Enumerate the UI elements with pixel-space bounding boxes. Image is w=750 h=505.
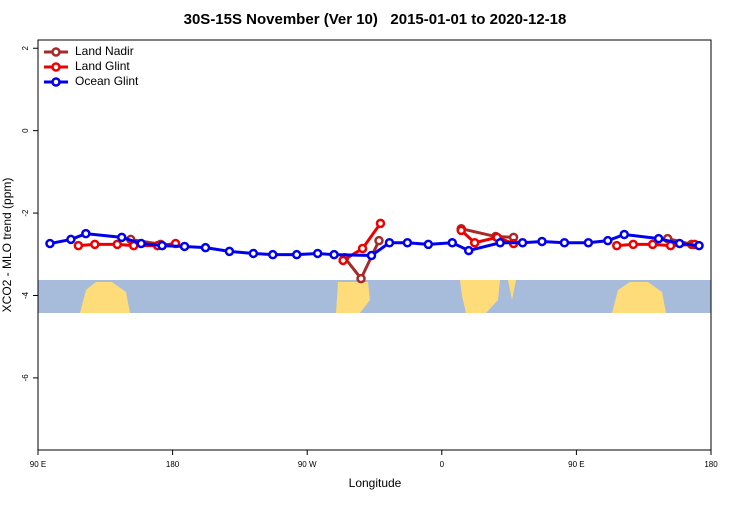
y-tick-label: -6 xyxy=(21,374,30,382)
y-axis-label: XCO2 - MLO trend (ppm) xyxy=(0,178,14,313)
point xyxy=(357,243,368,254)
chart-title: 30S-15S November (Ver 10) 2015-01-01 to … xyxy=(184,11,567,28)
point xyxy=(619,229,630,240)
point xyxy=(517,237,528,248)
legend-label: Ocean Glint xyxy=(75,74,139,88)
plot-frame xyxy=(37,39,712,451)
point xyxy=(117,232,127,243)
point xyxy=(559,237,570,248)
point xyxy=(66,234,76,245)
point xyxy=(179,241,190,252)
point xyxy=(90,239,100,250)
x-tick-label: 180 xyxy=(704,460,718,469)
point xyxy=(456,225,466,236)
point xyxy=(375,218,386,229)
x-tick-label: 90 W xyxy=(298,460,317,469)
point xyxy=(495,237,505,248)
point xyxy=(157,240,167,251)
point xyxy=(628,239,638,250)
point xyxy=(73,240,84,251)
point xyxy=(469,237,480,248)
x-tick-label: 0 xyxy=(440,460,445,469)
legend-label: Land Glint xyxy=(75,59,130,73)
point xyxy=(423,239,434,250)
legend-marker xyxy=(51,62,61,72)
point xyxy=(200,242,211,253)
y-tick-label: -2 xyxy=(21,209,30,217)
legend-marker xyxy=(51,77,61,87)
point xyxy=(694,240,704,251)
point xyxy=(537,236,547,247)
point xyxy=(248,248,259,259)
point xyxy=(45,238,55,249)
point xyxy=(402,237,413,248)
point xyxy=(312,248,323,259)
point xyxy=(81,228,91,239)
point xyxy=(647,239,658,250)
point xyxy=(603,235,613,246)
point xyxy=(136,238,146,249)
point xyxy=(356,273,366,284)
point xyxy=(268,249,278,260)
legend-marker xyxy=(51,47,61,57)
point xyxy=(583,237,594,248)
y-tick-label: -4 xyxy=(21,291,30,299)
map-background xyxy=(38,280,711,313)
point xyxy=(463,245,474,256)
point xyxy=(447,237,458,248)
y-tick-label: 2 xyxy=(21,45,30,50)
point xyxy=(338,255,348,266)
x-axis-label: Longitude xyxy=(349,476,402,490)
point xyxy=(329,249,339,260)
x-tick-label: 90 E xyxy=(30,460,46,469)
point xyxy=(224,246,235,257)
x-tick-label: 180 xyxy=(166,460,180,469)
x-tick-label: 90 E xyxy=(568,460,584,469)
point xyxy=(366,250,377,261)
point xyxy=(674,238,685,249)
point xyxy=(653,233,664,244)
point xyxy=(112,239,123,250)
legend-label: Land Nadir xyxy=(75,44,134,58)
point xyxy=(612,240,622,251)
y-tick-label: 0 xyxy=(21,128,30,133)
point xyxy=(374,235,384,246)
point xyxy=(291,249,302,260)
point xyxy=(384,237,395,248)
